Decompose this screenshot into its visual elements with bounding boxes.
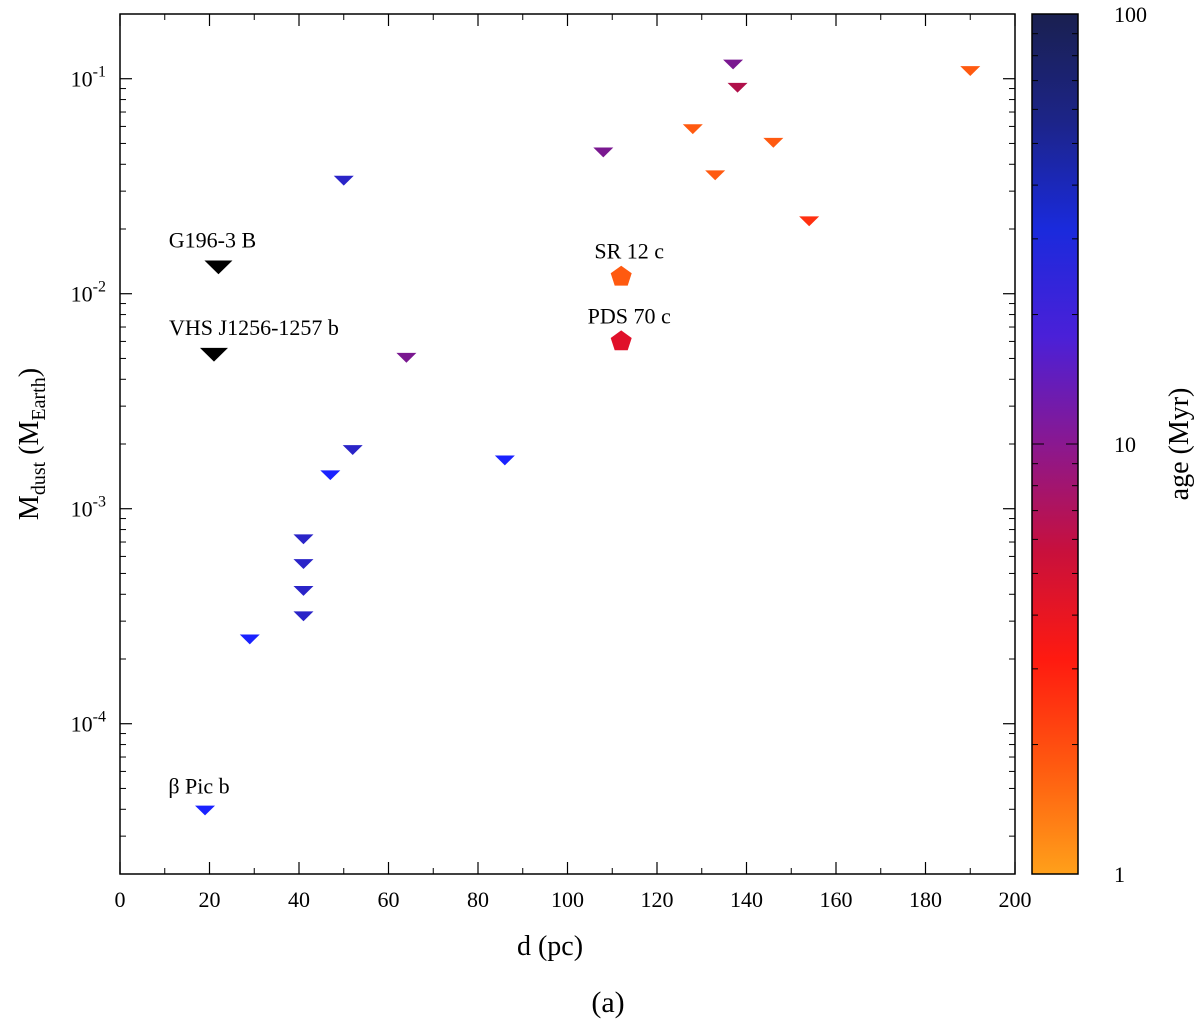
detection-marker <box>610 265 632 286</box>
upper-limit-marker <box>705 170 726 181</box>
upper-limit-marker <box>799 216 820 227</box>
upper-limit-marker <box>682 124 703 135</box>
upper-limit-marker <box>763 137 784 148</box>
x-axis-title: d (pc) <box>517 931 583 962</box>
point-label: PDS 70 c <box>588 303 671 328</box>
upper-limit-marker <box>293 534 314 545</box>
x-tick-label: 60 <box>378 887 400 912</box>
upper-limit-marker <box>293 586 314 596</box>
x-tick-label: 160 <box>820 887 853 912</box>
x-tick-label: 200 <box>999 887 1032 912</box>
upper-limit-marker <box>204 260 233 275</box>
upper-limit-marker <box>239 634 260 645</box>
x-tick-label: 40 <box>288 887 310 912</box>
upper-limit-marker <box>293 559 314 570</box>
colorbar-title: age (Myr) <box>1164 388 1195 501</box>
colorbar-tick-label: 100 <box>1114 2 1147 27</box>
plot-frame <box>119 13 1016 875</box>
y-tick-label: 10-4 <box>71 709 106 737</box>
upper-limit-marker <box>195 805 216 816</box>
colorbar-tick-label: 1 <box>1114 862 1125 887</box>
y-axis-title: Mdust (MEarth) <box>14 368 50 520</box>
colorbar: 1 10 100 <box>1031 2 1147 887</box>
point-label: SR 12 c <box>594 239 664 264</box>
upper-limit-marker <box>199 347 228 362</box>
colorbar-tick-label: 10 <box>1114 432 1136 457</box>
x-tick-label: 120 <box>641 887 674 912</box>
point-label: G196-3 B <box>169 228 256 253</box>
y-tick-label: 10-2 <box>71 279 106 307</box>
upper-limit-marker <box>293 611 314 622</box>
upper-limit-marker <box>593 147 614 158</box>
upper-limit-marker <box>494 455 515 466</box>
upper-limit-marker <box>723 59 744 70</box>
detection-marker <box>610 330 632 351</box>
x-tick-label: 0 <box>115 887 126 912</box>
point-label: VHS J1256-1257 b <box>169 315 339 340</box>
y-tick-label: 10-3 <box>71 494 106 522</box>
upper-limit-marker <box>320 470 341 481</box>
x-tick-label: 20 <box>199 887 221 912</box>
upper-limit-marker <box>333 175 354 186</box>
upper-limit-marker <box>396 352 417 363</box>
point-label: β Pic b <box>168 773 229 798</box>
upper-limit-marker <box>960 66 981 76</box>
axes-ticks: 0 20 40 60 80 100 120 140 160 180 200 10-4 10-3 10-2 1… <box>71 13 1032 912</box>
y-tick-label: 10-1 <box>71 64 106 92</box>
x-tick-label: 180 <box>909 887 942 912</box>
upper-limit-marker <box>727 82 748 93</box>
x-tick-label: 80 <box>467 887 489 912</box>
x-tick-label: 100 <box>551 887 584 912</box>
point-annotations: β Pic b G196-3 B VHS J1256-1257 b SR 12 c PD… <box>168 228 671 799</box>
x-tick-label: 140 <box>730 887 763 912</box>
figure-caption: (a) <box>591 986 624 1019</box>
data-markers <box>195 59 981 816</box>
upper-limit-marker <box>342 445 363 455</box>
